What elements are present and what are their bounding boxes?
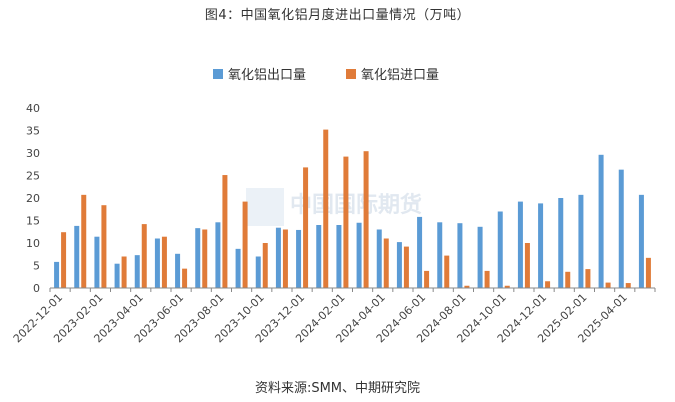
bar-import <box>524 243 530 288</box>
legend-import-swatch <box>346 69 356 79</box>
bars <box>54 129 651 288</box>
y-tick-label: 35 <box>26 125 40 138</box>
bar-export <box>134 255 140 288</box>
bar-import <box>403 246 409 288</box>
bar-import <box>121 256 127 288</box>
bar-export <box>437 222 443 288</box>
bar-export <box>618 169 624 288</box>
bar-export <box>336 225 342 288</box>
bar-export <box>538 203 544 288</box>
bar-import <box>303 167 309 288</box>
bar-export <box>356 222 362 288</box>
bar-import <box>262 243 268 288</box>
y-tick-label: 40 <box>26 102 40 115</box>
bar-export <box>638 194 644 288</box>
y-tick-label: 10 <box>26 237 40 250</box>
bar-import <box>585 269 591 288</box>
watermark-logo <box>246 188 284 226</box>
y-tick-label: 25 <box>26 170 40 183</box>
legend-export-label: 氧化铝出口量 <box>228 68 306 83</box>
legend: 氧化铝出口量 氧化铝进口量 <box>213 68 439 83</box>
bar-import <box>81 194 87 288</box>
bar-export <box>154 238 160 288</box>
bar-import <box>645 257 651 288</box>
bar-import <box>484 270 490 288</box>
y-axis: 0 5 10 15 20 25 30 35 40 <box>26 102 40 295</box>
y-tick-label: 20 <box>26 192 40 205</box>
bar-import <box>565 271 571 288</box>
watermark: 中国国际期货 <box>246 188 422 226</box>
bar-export <box>396 242 402 288</box>
bar-export <box>215 222 221 288</box>
bar-export <box>598 154 604 288</box>
bar-export <box>255 256 261 288</box>
legend-export-swatch <box>213 69 223 79</box>
bar-import <box>424 270 430 288</box>
bar-export <box>497 211 503 288</box>
bar-import <box>242 201 248 288</box>
bar-export <box>175 253 181 288</box>
y-tick-label: 5 <box>33 260 40 273</box>
bar-export <box>235 248 241 288</box>
bar-import <box>504 285 510 288</box>
bar-import <box>61 232 67 288</box>
bar-import <box>202 229 208 288</box>
bar-import <box>383 238 389 288</box>
bar-import <box>625 283 631 288</box>
bar-import <box>444 255 450 288</box>
bar-import <box>343 156 349 288</box>
bar-import <box>363 151 369 288</box>
chart-title: 图4：中国氧化铝月度进出口量情况（万吨） <box>204 8 471 23</box>
bar-export <box>114 263 120 288</box>
bar-import <box>545 281 551 288</box>
bar-export <box>457 223 463 288</box>
bar-export <box>517 201 523 288</box>
legend-import-label: 氧化铝进口量 <box>361 68 439 83</box>
bar-export <box>54 261 60 288</box>
bar-import <box>323 129 329 288</box>
x-axis: 2022-12-012023-02-012023-04-012023-06-01… <box>11 287 656 345</box>
bar-export <box>477 226 483 288</box>
bar-import <box>161 236 167 288</box>
bar-import <box>605 282 611 288</box>
watermark-text: 中国国际期货 <box>290 192 422 218</box>
bar-export <box>558 198 564 288</box>
bar-export <box>316 225 322 288</box>
bar-import <box>222 175 228 288</box>
y-tick-label: 30 <box>26 147 40 160</box>
bar-export <box>578 194 584 288</box>
bar-import <box>464 285 470 288</box>
bar-import <box>101 205 107 288</box>
bar-export <box>417 216 423 288</box>
bar-import <box>141 224 147 288</box>
bar-export <box>275 227 281 288</box>
y-tick-label: 0 <box>33 282 40 295</box>
bar-export <box>195 228 201 288</box>
bar-import <box>282 229 288 288</box>
bar-export <box>74 225 80 288</box>
y-tick-label: 15 <box>26 215 40 228</box>
bar-export <box>94 236 100 288</box>
bar-import <box>182 268 188 288</box>
bar-export <box>376 229 382 288</box>
bar-export <box>296 229 302 288</box>
source-note: 资料来源:SMM、中期研究院 <box>254 381 421 396</box>
